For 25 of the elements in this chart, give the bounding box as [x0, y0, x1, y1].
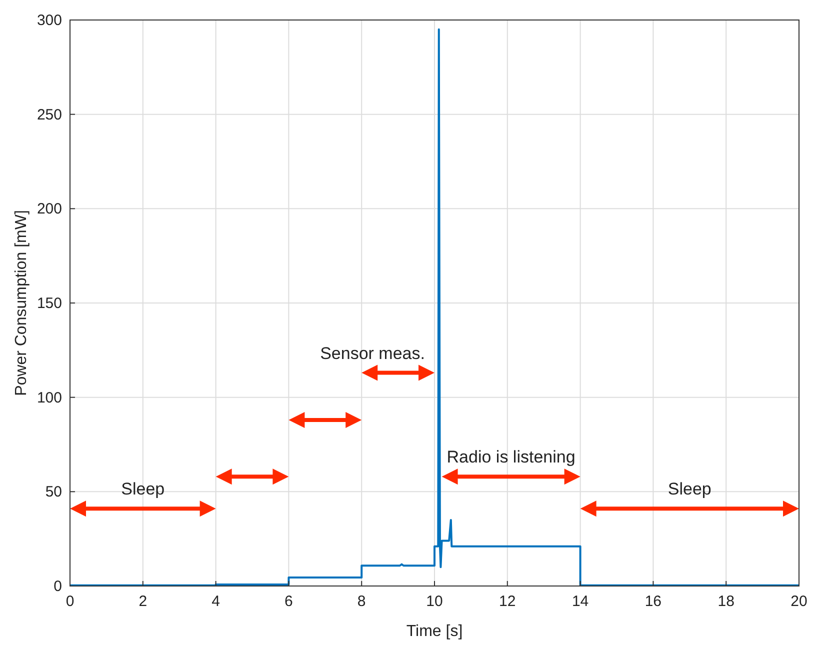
- y-axis-title: Power Consumption [mW]: [13, 210, 30, 396]
- y-tick-label: 250: [36, 106, 62, 124]
- annotation: Sleep: [121, 480, 165, 499]
- x-tick-label: 18: [718, 593, 734, 610]
- y-tick-label: 150: [36, 295, 62, 312]
- x-tick-label: 8: [357, 593, 366, 610]
- annotation: Radio is listening: [446, 448, 576, 467]
- y-tick-label: 200: [36, 200, 62, 218]
- x-tick-label: 16: [644, 593, 662, 610]
- x-tick-label: 12: [499, 593, 516, 610]
- x-tick-label: 14: [572, 593, 589, 610]
- y-tick-label: 50: [45, 484, 62, 501]
- y-tick-label: 100: [36, 389, 62, 406]
- y-tick-label: 0: [54, 578, 62, 595]
- x-axis-title: Time [s]: [406, 623, 463, 640]
- x-tick-label: 4: [212, 593, 220, 610]
- line-series: [69, 28, 800, 586]
- x-tick-label: 6: [284, 593, 293, 610]
- annotation: Sensor meas.: [320, 344, 425, 363]
- annotation: Sleep: [668, 480, 712, 499]
- y-tick-label: 300: [36, 12, 62, 29]
- x-tick-label: 2: [138, 593, 148, 610]
- x-tick-label: 0: [66, 593, 74, 610]
- x-tick-label: 10: [426, 593, 443, 610]
- x-tick-label: 20: [790, 593, 808, 610]
